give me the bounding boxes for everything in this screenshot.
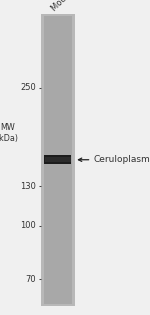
Text: 100: 100 bbox=[20, 221, 36, 230]
Bar bbox=[40, 14, 75, 306]
Text: 130: 130 bbox=[20, 182, 36, 191]
Text: 250: 250 bbox=[20, 83, 36, 92]
Text: MW
(kDa): MW (kDa) bbox=[0, 123, 18, 143]
Text: Mouse plasma: Mouse plasma bbox=[50, 0, 99, 13]
Text: Ceruloplasmin: Ceruloplasmin bbox=[94, 155, 150, 164]
Bar bbox=[44, 16, 72, 304]
Text: 70: 70 bbox=[25, 275, 36, 284]
